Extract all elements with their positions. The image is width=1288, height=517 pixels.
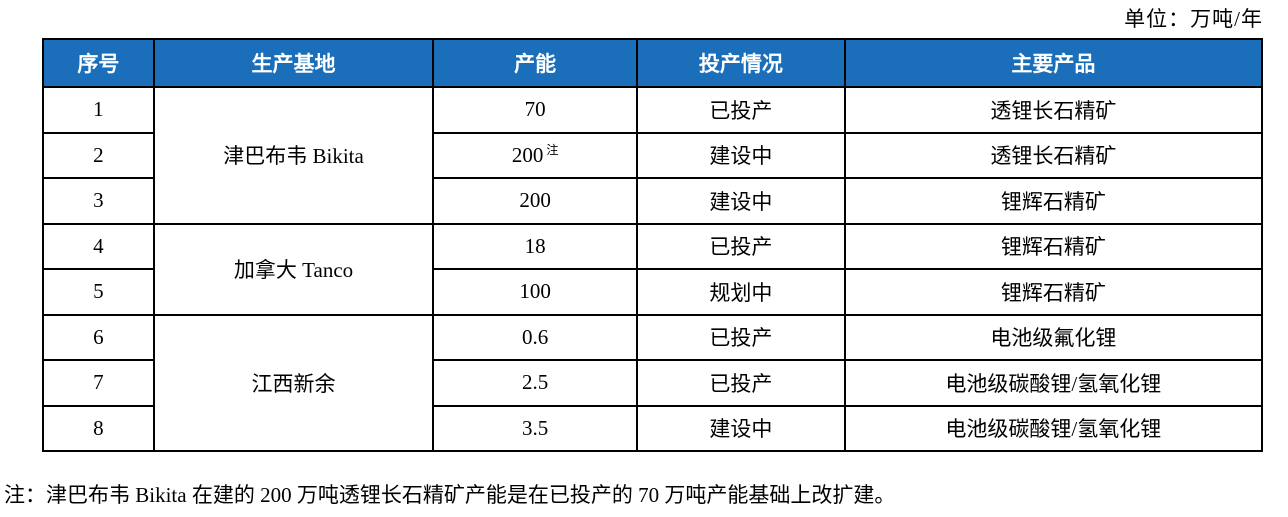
capacity-footnote-marker: 注 <box>546 142 559 157</box>
cell-capacity: 70 <box>432 86 638 134</box>
capacity-value: 200 <box>519 188 551 213</box>
cell-row-number: 3 <box>42 177 155 225</box>
cell-production-base: 江西新余 <box>152 313 435 452</box>
cell-production-base: 加拿大 Tanco <box>152 222 435 316</box>
capacity-value: 2.5 <box>522 370 549 395</box>
table-row: 1 津巴布韦 Bikita 70 已投产 透锂长石精矿 <box>42 86 1264 225</box>
cell-status: 已投产 <box>636 359 846 407</box>
cell-status: 建设中 <box>636 177 846 225</box>
column-header-product: 主要产品 <box>843 38 1264 88</box>
table-row: 3 200 建设中 锂辉石精矿 <box>42 177 1264 225</box>
table-row: 5 100 规划中 锂辉石精矿 <box>42 268 1264 316</box>
cell-status: 已投产 <box>636 86 846 134</box>
cell-production-base: 津巴布韦 Bikita <box>152 86 435 225</box>
capacity-value: 0.6 <box>522 324 549 349</box>
cell-status: 建设中 <box>636 131 846 179</box>
column-header-status: 投产情况 <box>636 38 846 88</box>
cell-row-number: 2 <box>42 131 155 179</box>
cell-capacity: 3.5 <box>432 404 638 452</box>
cell-row-number: 5 <box>42 268 155 316</box>
cell-status: 规划中 <box>636 268 846 316</box>
cell-main-product: 电池级碳酸锂/氢氧化锂 <box>843 359 1264 407</box>
cell-row-number: 7 <box>42 359 155 407</box>
cell-status: 已投产 <box>636 222 846 270</box>
capacity-value: 3.5 <box>522 415 549 440</box>
cell-row-number: 8 <box>42 404 155 452</box>
footnote: 注：津巴布韦 Bikita 在建的 200 万吨透锂长石精矿产能是在已投产的 7… <box>4 483 896 507</box>
cell-capacity: 200 <box>432 177 638 225</box>
capacity-value: 18 <box>524 233 546 258</box>
table-header-row: 序号 生产基地 产能 投产情况 主要产品 <box>42 38 1264 88</box>
capacity-value: 200 <box>511 142 544 167</box>
unit-label: 单位：万吨/年 <box>1124 7 1263 31</box>
cell-main-product: 锂辉石精矿 <box>843 268 1264 316</box>
column-header-base: 生产基地 <box>152 38 435 88</box>
cell-capacity: 18 <box>432 222 638 270</box>
cell-status: 建设中 <box>636 404 846 452</box>
cell-main-product: 锂辉石精矿 <box>843 222 1264 270</box>
cell-main-product: 透锂长石精矿 <box>843 86 1264 134</box>
cell-row-number: 6 <box>42 313 155 361</box>
cell-main-product: 透锂长石精矿 <box>843 131 1264 179</box>
cell-status: 已投产 <box>636 313 846 361</box>
cell-capacity: 0.6 <box>432 313 638 361</box>
column-header-no: 序号 <box>42 38 155 88</box>
table-row: 2 200 注建设中 透锂长石精矿 <box>42 131 1264 179</box>
capacity-value: 70 <box>524 97 546 122</box>
table-row: 6 江西新余 0.6 已投产 电池级氟化锂 <box>42 313 1264 452</box>
table-row: 4 加拿大 Tanco 18 已投产 锂辉石精矿 <box>42 222 1264 316</box>
cell-capacity: 100 <box>432 268 638 316</box>
cell-row-number: 1 <box>42 86 155 134</box>
cell-row-number: 4 <box>42 222 155 270</box>
cell-main-product: 锂辉石精矿 <box>843 177 1264 225</box>
column-header-capacity: 产能 <box>432 38 638 88</box>
cell-capacity: 200 注 <box>432 131 638 179</box>
cell-main-product: 电池级氟化锂 <box>843 313 1264 361</box>
table-row: 8 3.5 建设中 电池级碳酸锂/氢氧化锂 <box>42 404 1264 452</box>
cell-capacity: 2.5 <box>432 359 638 407</box>
table-row: 7 2.5 已投产 电池级碳酸锂/氢氧化锂 <box>42 359 1264 407</box>
capacity-table: 序号 生产基地 产能 投产情况 主要产品 1 津巴布韦 Bikita 70 已投产 透锂长石精矿… <box>42 38 1264 452</box>
cell-main-product: 电池级碳酸锂/氢氧化锂 <box>843 404 1264 452</box>
capacity-value: 100 <box>519 279 551 304</box>
